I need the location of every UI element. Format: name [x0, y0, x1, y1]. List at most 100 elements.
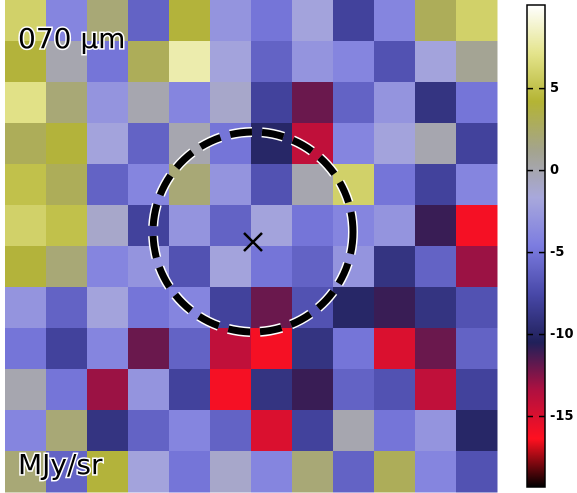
cell [5, 0, 47, 42]
cell [46, 164, 88, 206]
cell [5, 451, 47, 493]
cell [46, 246, 88, 288]
colorbar [526, 4, 546, 488]
cell [456, 287, 498, 329]
cell [456, 410, 498, 452]
colorbar-tick-label: -10 [550, 327, 574, 342]
cell [87, 328, 129, 370]
cell [46, 0, 88, 42]
cell [169, 451, 211, 493]
cell [169, 164, 211, 206]
cell [5, 82, 47, 124]
cell [374, 328, 416, 370]
cell [87, 0, 129, 42]
unit-label: MJy/sr [18, 448, 103, 481]
map [5, 0, 498, 493]
cell [415, 164, 457, 206]
cell [415, 0, 457, 42]
cell [456, 205, 498, 247]
cell [87, 369, 129, 411]
cell [374, 82, 416, 124]
cell [292, 451, 334, 493]
cell [333, 369, 375, 411]
cell [169, 246, 211, 288]
cell [374, 41, 416, 83]
cell [456, 123, 498, 165]
cell [415, 451, 457, 493]
cell [374, 205, 416, 247]
cell [87, 164, 129, 206]
cell [210, 369, 252, 411]
cell [374, 164, 416, 206]
cell [87, 287, 129, 329]
cell [374, 246, 416, 288]
cell [128, 410, 170, 452]
cell [415, 369, 457, 411]
cell [128, 369, 170, 411]
cell [128, 123, 170, 165]
cell [128, 82, 170, 124]
cell [46, 287, 88, 329]
cell [87, 123, 129, 165]
cell [87, 205, 129, 247]
cell [251, 369, 293, 411]
cell [210, 410, 252, 452]
cell [374, 0, 416, 42]
cell [5, 287, 47, 329]
cell [128, 287, 170, 329]
cell [415, 123, 457, 165]
cell [5, 164, 47, 206]
cell [5, 205, 47, 247]
cell [456, 164, 498, 206]
cell [46, 123, 88, 165]
cell [292, 82, 334, 124]
cell [210, 164, 252, 206]
cell [333, 287, 375, 329]
aperture [149, 128, 357, 336]
cell [5, 123, 47, 165]
cell [374, 369, 416, 411]
cell [87, 451, 129, 493]
cell [292, 328, 334, 370]
cell [169, 369, 211, 411]
cell [292, 205, 334, 247]
cell [415, 82, 457, 124]
cell [46, 369, 88, 411]
colorbar-tick-label: 0 [550, 163, 559, 178]
cell [251, 164, 293, 206]
cell [46, 41, 88, 83]
cell [415, 246, 457, 288]
cell [456, 451, 498, 493]
cell [333, 451, 375, 493]
cell [169, 41, 211, 83]
cell [251, 82, 293, 124]
cell [333, 0, 375, 42]
cell [169, 205, 211, 247]
cell [292, 369, 334, 411]
cell [5, 246, 47, 288]
colorbar-tick-label: 5 [550, 81, 559, 96]
cell [46, 82, 88, 124]
cell [374, 410, 416, 452]
cell [5, 41, 47, 83]
cell [210, 451, 252, 493]
cell [128, 0, 170, 42]
center-marker [243, 232, 263, 252]
cell [251, 451, 293, 493]
cell [415, 287, 457, 329]
cell [46, 205, 88, 247]
cell [333, 123, 375, 165]
cell [374, 287, 416, 329]
cell [456, 0, 498, 42]
cell [251, 287, 293, 329]
cell [333, 410, 375, 452]
cell [456, 82, 498, 124]
cell [333, 328, 375, 370]
cell [169, 0, 211, 42]
cell [415, 205, 457, 247]
cell [333, 82, 375, 124]
cell [169, 410, 211, 452]
cell [46, 410, 88, 452]
cell [210, 246, 252, 288]
cell [374, 451, 416, 493]
